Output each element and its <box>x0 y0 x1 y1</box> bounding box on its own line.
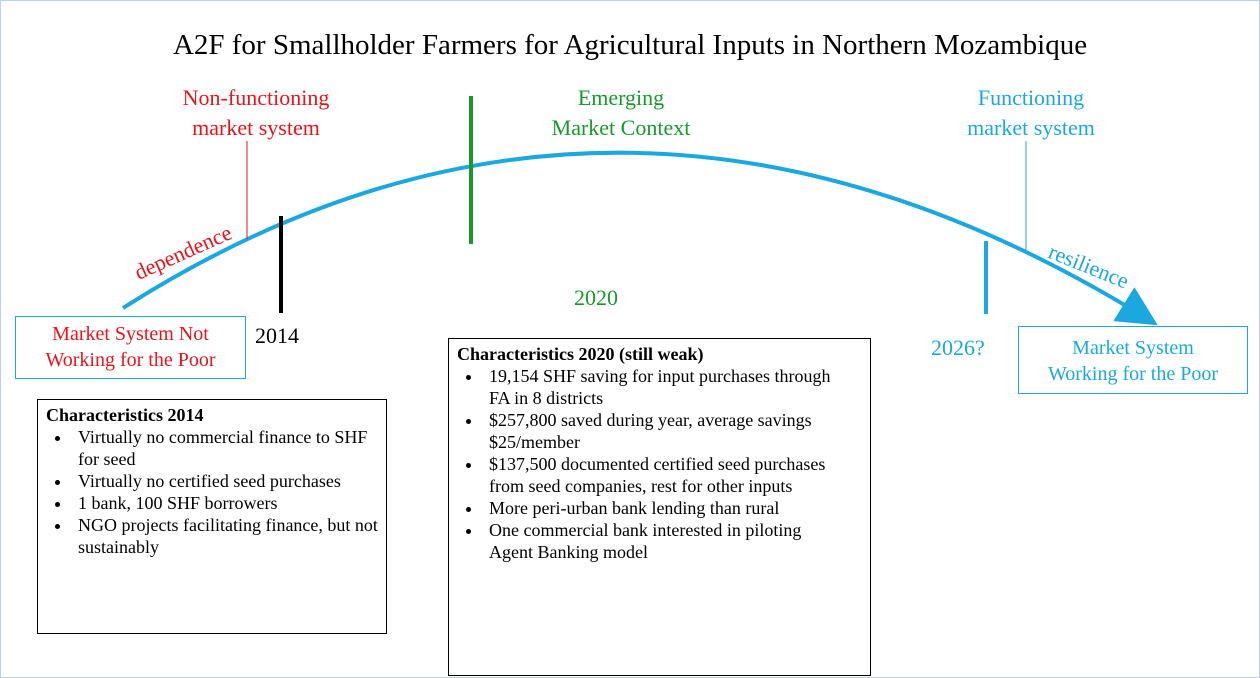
bullet-item: Virtually no commercial finance to SHF f… <box>72 426 378 470</box>
stage-label: Non-functioning market system <box>136 83 376 143</box>
bullet-item: $137,500 documented certified seed purch… <box>483 453 832 497</box>
curve <box>121 150 1158 326</box>
characteristics-2014: Characteristics 2014 Virtually no commer… <box>37 399 387 634</box>
year: 2014 <box>255 323 299 348</box>
stage-label: Emerging Market Context <box>501 83 741 143</box>
stage-label: Functioning market system <box>911 83 1151 143</box>
bullet-item: NGO projects facilitating finance, but n… <box>72 514 378 558</box>
text: Market System <box>1072 337 1194 359</box>
bullet-item: 19,154 SHF saving for input purchases th… <box>483 365 832 409</box>
text: Emerging <box>577 85 665 110</box>
characteristics-2020: Characteristics 2020 (still weak) 19,154… <box>448 338 871 676</box>
list: Virtually no commercial finance to SHF f… <box>46 426 378 558</box>
end-box: Market System Working for the Poor <box>1018 326 1248 394</box>
start-box: Market System Not Working for the Poor <box>15 316 246 379</box>
list: 19,154 SHF saving for input purchases th… <box>457 365 862 563</box>
text: Market Context <box>551 115 691 140</box>
box-title: Characteristics 2020 (still weak) <box>457 344 704 364</box>
text: market system <box>192 115 320 140</box>
bullet-item: One commercial bank interested in piloti… <box>483 519 832 563</box>
text: market system <box>967 115 1095 140</box>
bullet-item: Virtually no certified seed purchases <box>72 470 378 492</box>
year: 2026? <box>931 335 985 360</box>
text: Market System Not <box>52 323 209 345</box>
box-title: Characteristics 2014 <box>46 405 204 425</box>
text: Functioning <box>977 85 1085 110</box>
bullet-item: $257,800 saved during year, average savi… <box>483 409 832 453</box>
text: Working for the Poor <box>45 349 216 371</box>
text: Working for the Poor <box>1047 363 1219 385</box>
title: A2F for Smallholder Farmers for Agricult… <box>172 29 1088 61</box>
bullet-item: More peri-urban bank lending than rural <box>483 497 832 519</box>
text: Non-functioning <box>182 85 330 110</box>
year: 2020 <box>574 285 618 310</box>
bullet-item: 1 bank, 100 SHF borrowers <box>72 492 378 514</box>
